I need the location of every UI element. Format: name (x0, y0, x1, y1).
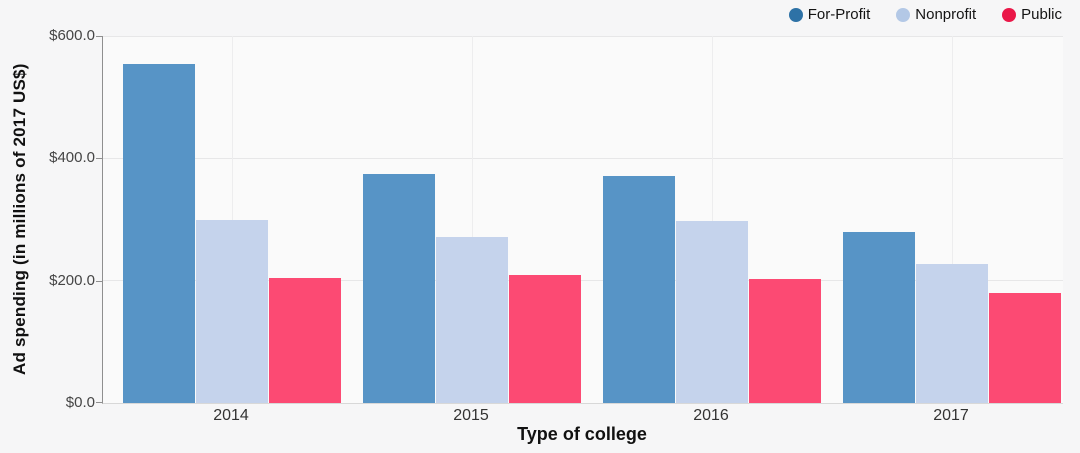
legend-label: Nonprofit (915, 6, 977, 23)
for-profit-dot-icon (788, 7, 803, 22)
hgridline (103, 280, 1063, 282)
vgridline (952, 36, 953, 403)
bar-nonprofit-2016[interactable] (676, 221, 748, 403)
y-tick-label: $200.0 (49, 271, 95, 289)
bar-public-2017[interactable] (989, 292, 1061, 403)
x-category-label: 2016 (693, 407, 729, 424)
legend-item-for-profit[interactable]: For-Profit (788, 6, 871, 23)
vgridline (472, 36, 473, 403)
legend-item-public[interactable]: Public (1002, 6, 1062, 23)
x-category-label: 2017 (933, 407, 969, 424)
y-tick-label: $0.0 (65, 394, 95, 411)
bar-nonprofit-2015[interactable] (436, 236, 508, 403)
y-tick-mark (96, 402, 103, 403)
bar-nonprofit-2014[interactable] (196, 219, 268, 403)
x-axis-title: Type of college (517, 424, 647, 444)
x-category-label: 2015 (453, 407, 489, 424)
public-dot-icon (1002, 7, 1017, 22)
plot-area (96, 36, 1063, 404)
y-axis-title: Ad spending (in millions of 2017 US$) (10, 63, 29, 376)
hgridline (103, 36, 1063, 37)
legend-label: Public (1021, 6, 1062, 23)
bar-nonprofit-2017[interactable] (916, 264, 988, 403)
bar-public-2014[interactable] (269, 277, 341, 403)
y-tick-mark (96, 280, 103, 282)
vgridline (712, 36, 713, 403)
nonprofit-dot-icon (896, 7, 911, 22)
hgridline (103, 157, 1063, 159)
y-tick-label: $600.0 (49, 27, 95, 44)
bar-for-profit-2016[interactable] (603, 176, 675, 403)
legend-item-nonprofit[interactable]: Nonprofit (896, 6, 976, 23)
bar-for-profit-2017[interactable] (843, 231, 915, 403)
bar-for-profit-2014[interactable] (123, 63, 195, 403)
bar-for-profit-2015[interactable] (363, 173, 435, 403)
bar-public-2016[interactable] (749, 278, 821, 403)
bar-public-2015[interactable] (509, 274, 581, 403)
y-tick-mark (96, 158, 103, 160)
x-category-label: 2014 (213, 407, 249, 424)
y-tick-mark (96, 36, 103, 37)
y-tick-label: $400.0 (49, 149, 95, 167)
legend: For-Profit Nonprofit Public (788, 6, 1062, 23)
legend-label: For-Profit (807, 6, 871, 23)
